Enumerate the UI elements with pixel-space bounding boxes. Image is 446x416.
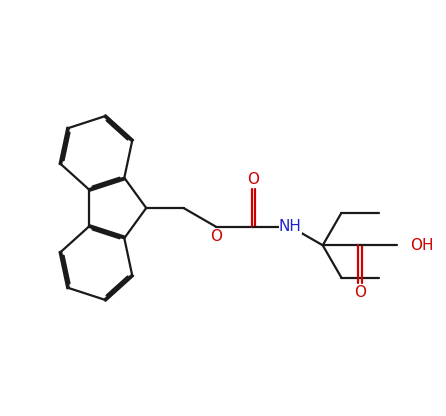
Text: O: O xyxy=(247,171,259,186)
Text: O: O xyxy=(210,230,222,245)
Text: OH: OH xyxy=(410,238,434,253)
Text: O: O xyxy=(354,285,366,300)
Text: NH: NH xyxy=(279,219,302,234)
